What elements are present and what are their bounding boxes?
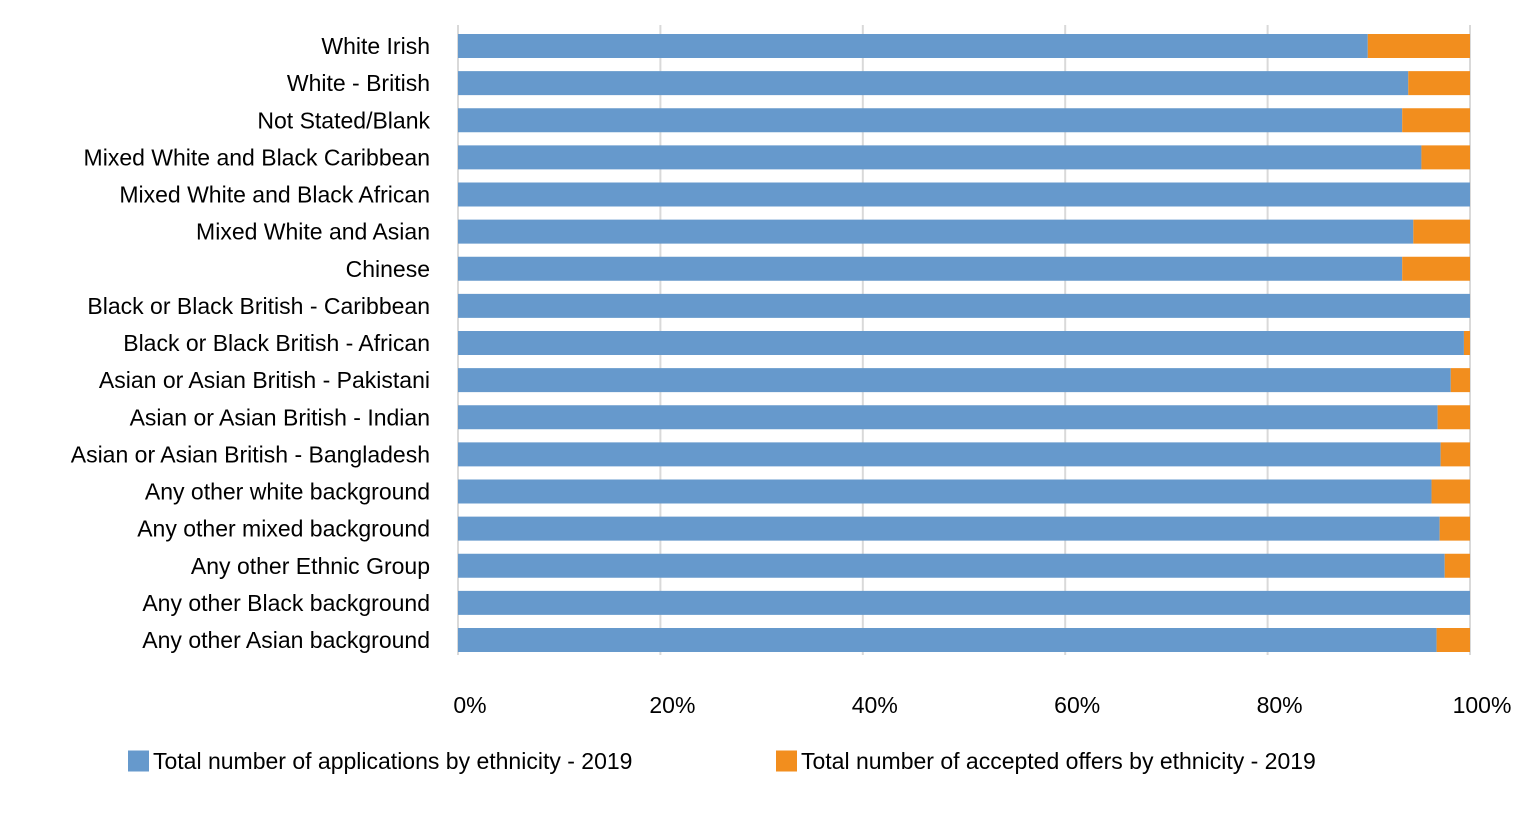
bar-accepted-offers [1436, 628, 1470, 652]
bar-accepted-offers [1413, 219, 1470, 244]
bar-row [458, 405, 1470, 430]
category-label: Not Stated/Blank [257, 107, 430, 133]
bar-applications [458, 368, 1451, 393]
category-label: Mixed White and Black African [119, 182, 430, 208]
category-label: Mixed White and Asian [196, 219, 430, 245]
bar-accepted-offers [1408, 71, 1470, 96]
category-label: White Irish [321, 33, 430, 59]
x-tick-label: 40% [852, 692, 898, 718]
legend-item: Total number of accepted offers by ethni… [776, 748, 1316, 774]
bar-accepted-offers [1367, 34, 1470, 58]
bar-accepted-offers [1444, 553, 1470, 578]
bar-row [458, 293, 1470, 318]
x-tick-label: 0% [453, 692, 486, 718]
legend-swatch [128, 750, 149, 772]
bar-row [458, 256, 1470, 281]
bar-row [458, 590, 1470, 615]
bar-row [458, 479, 1470, 504]
bar-row [458, 145, 1470, 170]
bar-applications [458, 331, 1464, 355]
bar-applications [458, 479, 1432, 504]
bar-row [458, 368, 1470, 393]
category-label: White - British [287, 70, 430, 96]
legend: Total number of applications by ethnicit… [128, 748, 1316, 774]
category-label: Chinese [346, 256, 430, 282]
legend-label: Total number of accepted offers by ethni… [801, 748, 1316, 774]
bar-applications [458, 219, 1414, 244]
x-tick-label: 80% [1257, 692, 1303, 718]
bar-row [458, 553, 1470, 578]
bar-applications [458, 628, 1437, 652]
category-label: Asian or Asian British - Pakistani [99, 367, 430, 393]
bar-row [458, 34, 1470, 58]
bar-accepted-offers [1450, 368, 1470, 393]
category-label: Any other Ethnic Group [191, 553, 430, 579]
bar-applications [458, 442, 1441, 467]
bar-row [458, 628, 1470, 652]
bar-applications [458, 293, 1470, 318]
bar-accepted-offers [1402, 108, 1470, 133]
x-axis-tick-labels: 0% 20% 40% 60% 80% 100% [453, 692, 1511, 718]
category-labels: White Irish White - British Not Stated/Bla… [71, 33, 431, 653]
bar-applications [458, 405, 1438, 430]
bar-accepted-offers [1440, 442, 1470, 467]
bar-applications [458, 34, 1368, 58]
category-label: Asian or Asian British - Indian [130, 404, 430, 430]
x-tick-label: 60% [1054, 692, 1100, 718]
bar-row [458, 331, 1470, 355]
bars [458, 34, 1470, 652]
bar-row [458, 516, 1470, 541]
bar-row [458, 71, 1470, 96]
x-tick-label: 100% [1453, 692, 1512, 718]
x-tick-label: 20% [649, 692, 695, 718]
bar-row [458, 219, 1470, 244]
category-label: Asian or Asian British - Bangladesh [71, 441, 430, 467]
category-label: Black or Black British - Caribbean [87, 293, 430, 319]
category-label: Any other mixed background [137, 516, 430, 542]
bar-applications [458, 145, 1422, 170]
bar-accepted-offers [1439, 516, 1470, 541]
bar-accepted-offers [1421, 145, 1470, 170]
bar-applications [458, 256, 1403, 281]
bar-applications [458, 182, 1470, 207]
bar-accepted-offers [1463, 331, 1470, 355]
bar-applications [458, 108, 1403, 133]
bar-row [458, 442, 1470, 467]
bar-accepted-offers [1437, 405, 1470, 430]
bar-applications [458, 590, 1470, 615]
bar-row [458, 182, 1470, 207]
bar-row [458, 108, 1470, 133]
bar-applications [458, 516, 1440, 541]
category-label: Any other white background [145, 479, 430, 505]
legend-swatch [776, 750, 797, 772]
category-label: Any other Black background [142, 590, 430, 616]
bar-accepted-offers [1402, 256, 1470, 281]
category-label: Mixed White and Black Caribbean [84, 144, 430, 170]
category-label: Any other Asian background [142, 627, 430, 653]
bar-accepted-offers [1431, 479, 1470, 504]
bar-applications [458, 553, 1445, 578]
legend-item: Total number of applications by ethnicit… [128, 748, 632, 774]
category-label: Black or Black British - African [123, 330, 430, 356]
bar-applications [458, 71, 1409, 96]
legend-label: Total number of applications by ethnicit… [153, 748, 632, 774]
